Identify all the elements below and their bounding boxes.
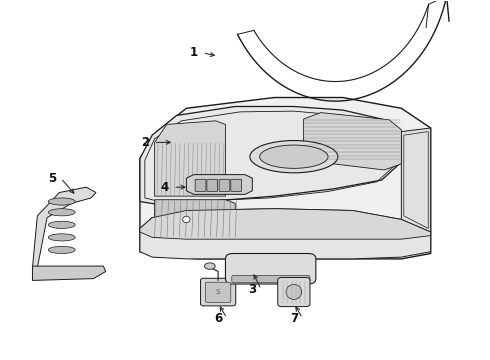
FancyBboxPatch shape [195,179,206,192]
Ellipse shape [49,209,75,216]
Polygon shape [32,187,96,268]
FancyBboxPatch shape [232,275,310,283]
FancyBboxPatch shape [278,278,310,307]
Text: 1: 1 [190,46,198,59]
Polygon shape [401,128,431,232]
Text: 3: 3 [248,283,256,296]
Ellipse shape [49,221,75,228]
FancyBboxPatch shape [205,282,231,302]
Ellipse shape [286,284,302,300]
Polygon shape [155,200,235,237]
Polygon shape [155,121,225,196]
Ellipse shape [49,234,75,241]
FancyBboxPatch shape [219,179,230,192]
Polygon shape [304,113,401,170]
Ellipse shape [49,246,75,253]
Ellipse shape [204,263,215,269]
Text: 2: 2 [141,136,149,149]
Polygon shape [140,98,431,259]
Text: 6: 6 [214,311,222,325]
Ellipse shape [49,198,75,205]
Ellipse shape [250,140,338,173]
FancyBboxPatch shape [200,278,236,306]
Text: S: S [216,289,220,295]
Text: 7: 7 [290,311,298,325]
Text: 5: 5 [48,172,56,185]
FancyBboxPatch shape [231,179,242,192]
Ellipse shape [183,216,190,223]
Polygon shape [32,266,106,280]
Text: 4: 4 [160,181,169,194]
Ellipse shape [260,145,328,168]
Polygon shape [140,107,401,205]
Polygon shape [140,209,431,259]
Polygon shape [186,175,252,194]
Polygon shape [140,209,431,239]
FancyBboxPatch shape [207,179,218,192]
FancyBboxPatch shape [225,253,316,284]
